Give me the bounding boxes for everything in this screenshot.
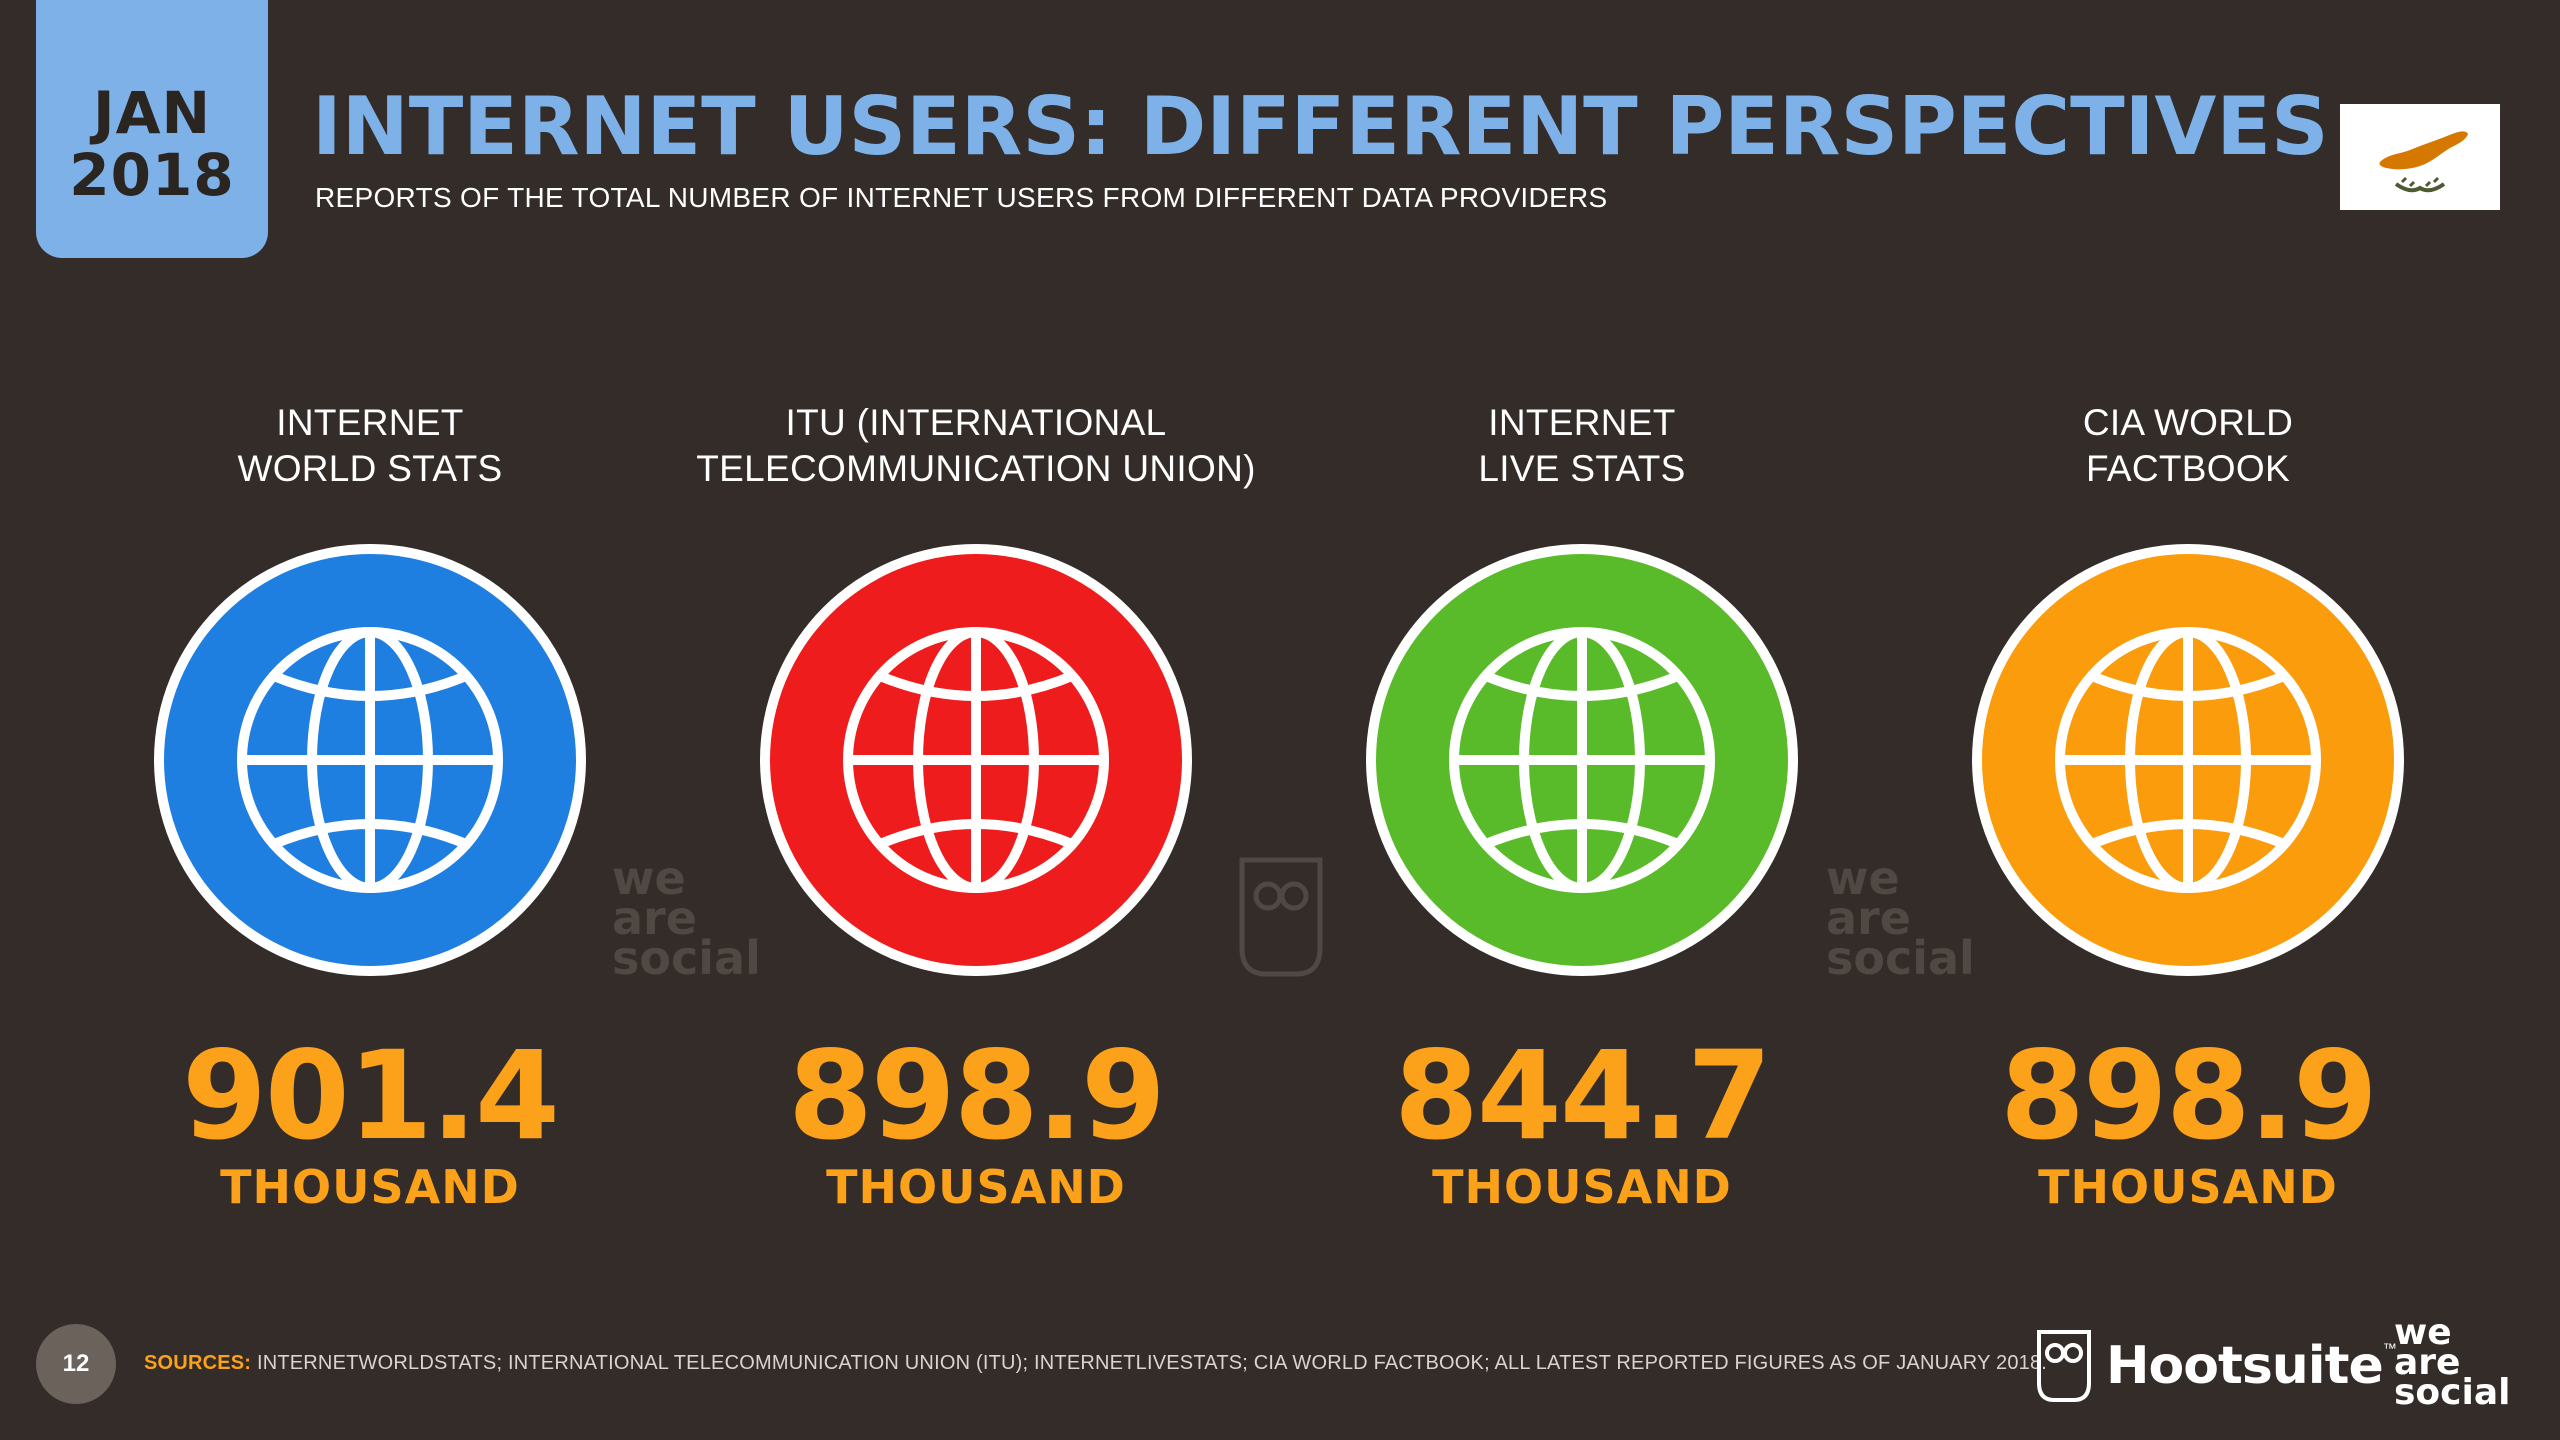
provider-unit: THOUSAND — [2038, 1160, 2338, 1214]
globe-icon — [1968, 540, 2408, 980]
we-are-social-logo: we are social — [2394, 1312, 2511, 1413]
provider-label: INTERNET LIVE STATS — [1478, 402, 1686, 489]
globe-icon — [150, 540, 590, 980]
provider-label: INTERNET WORLD STATS — [237, 402, 503, 489]
provider-column-cia-world-factbook: CIA WORLD FACTBOOK 898.9 THOUSAND — [1888, 400, 2488, 1214]
provider-column-internet-live-stats: INTERNET LIVE STATS 844.7 THOUSAND — [1282, 400, 1882, 1214]
provider-unit: THOUSAND — [1432, 1160, 1732, 1214]
provider-value: 901.4 — [182, 1025, 560, 1167]
cyprus-flag-icon — [2340, 104, 2500, 210]
sources-text: INTERNETWORLDSTATS; INTERNATIONAL TELECO… — [256, 1352, 2048, 1374]
provider-column-internet-world-stats: INTERNET WORLD STATS 901.4 THOUSAND — [70, 400, 670, 1214]
provider-unit: THOUSAND — [826, 1160, 1126, 1214]
sources-label: SOURCES: — [144, 1352, 252, 1374]
date-month: JAN — [92, 79, 211, 147]
provider-value: 898.9 — [788, 1025, 1166, 1167]
provider-label: CIA WORLD FACTBOOK — [2082, 402, 2294, 489]
provider-value: 844.7 — [1394, 1025, 1772, 1167]
provider-label: ITU (INTERNATIONAL TELECOMMUNICATION UNI… — [696, 402, 1256, 489]
date-year: 2018 — [69, 141, 235, 209]
we-are-social-watermark: we are social — [1826, 851, 1975, 985]
provider-column-itu: ITU (INTERNATIONAL TELECOMMUNICATION UNI… — [676, 400, 1276, 1214]
page-subtitle: REPORTS OF THE TOTAL NUMBER OF INTERNET … — [315, 182, 1608, 213]
hootsuite-owl-icon — [2037, 1330, 2091, 1402]
page-number: 12 — [36, 1324, 116, 1404]
we-are-social-watermark: we are social — [612, 851, 761, 985]
globe-icon — [756, 540, 1196, 980]
trademark: ™ — [2382, 1340, 2397, 1356]
provider-value: 898.9 — [2000, 1025, 2378, 1167]
globe-icon — [1362, 540, 1802, 980]
page-title: INTERNET USERS: DIFFERENT PERSPECTIVES — [312, 80, 2329, 173]
hootsuite-name: Hootsuite — [2106, 1336, 2384, 1396]
sources-note: SOURCES: INTERNETWORLDSTATS; INTERNATION… — [144, 1352, 2047, 1375]
date-tab: JAN 2018 — [36, 0, 268, 258]
provider-unit: THOUSAND — [220, 1160, 520, 1214]
owl-watermark-icon — [1236, 856, 1326, 982]
hootsuite-logo: Hootsuite ™ — [2036, 1326, 2397, 1406]
